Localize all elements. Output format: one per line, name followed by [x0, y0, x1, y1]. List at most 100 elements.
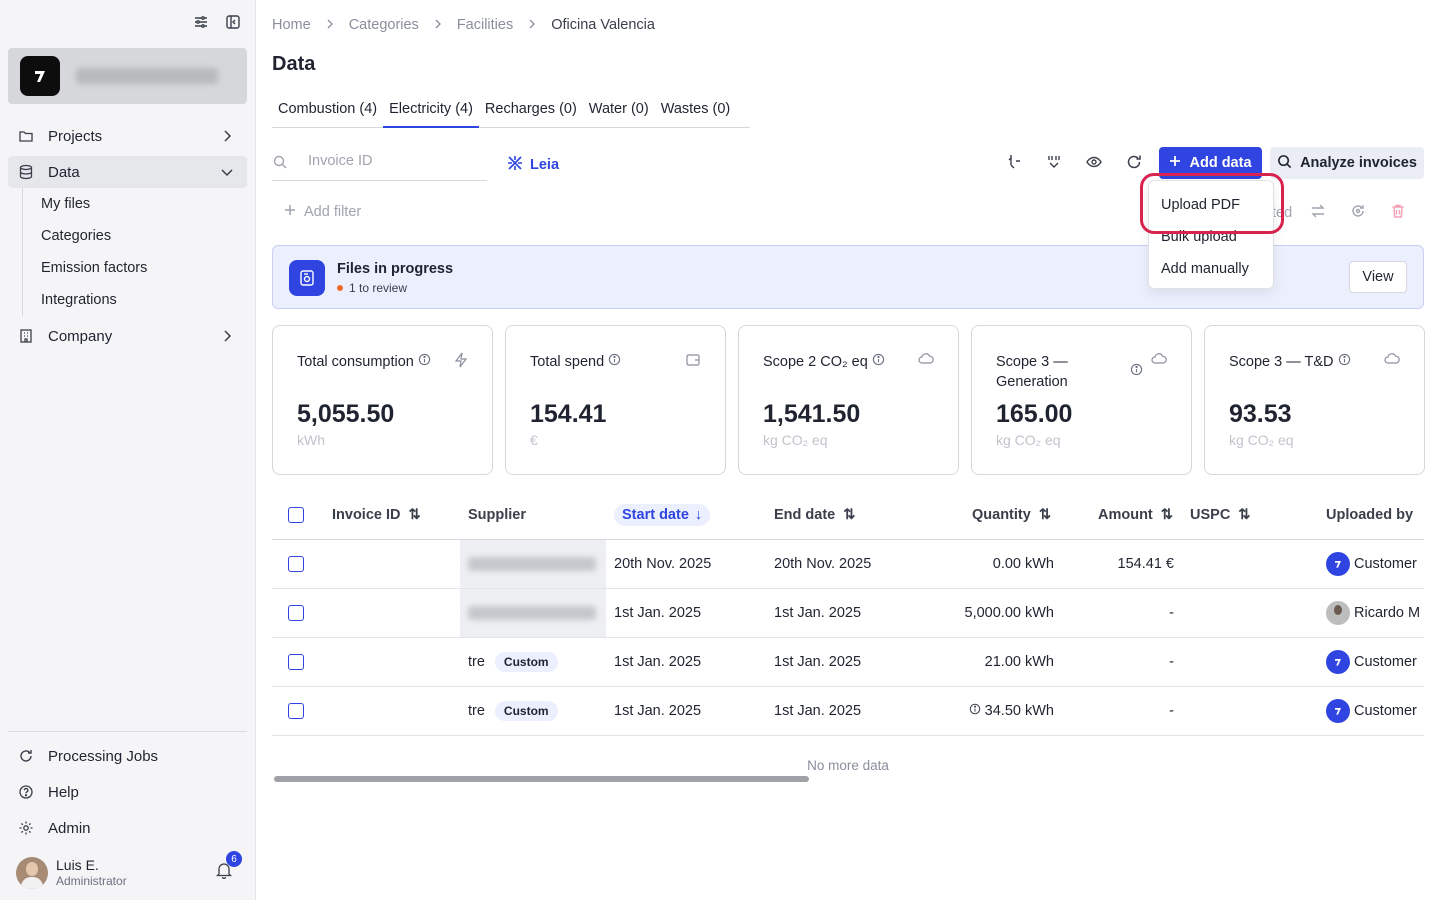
notifications-button[interactable]: [215, 861, 233, 882]
subnav-emission-factors[interactable]: Emission factors: [41, 260, 148, 276]
tab-wastes[interactable]: Wastes (0): [660, 101, 731, 117]
breadcrumb-home[interactable]: Home: [272, 17, 311, 33]
subnav-my-files[interactable]: My files: [41, 196, 91, 212]
info-icon[interactable]: [608, 353, 621, 370]
info-icon[interactable]: [1338, 353, 1351, 370]
info-icon[interactable]: [418, 353, 431, 370]
nav-company[interactable]: Company: [8, 320, 247, 352]
row-checkbox[interactable]: [288, 638, 304, 686]
sort-icon: ⇅: [1038, 506, 1051, 523]
tab-recharges[interactable]: Recharges (0): [484, 101, 577, 117]
nav-processing-label: Processing Jobs: [48, 747, 159, 765]
row-checkbox[interactable]: [288, 540, 304, 588]
header-end-date[interactable]: End date ⇅: [774, 506, 856, 523]
header-quantity[interactable]: Quantity ⇅: [972, 506, 1051, 523]
header-supplier[interactable]: Supplier: [468, 506, 527, 523]
uploader: Customer: [1326, 540, 1417, 588]
cloud-icon: [1384, 352, 1400, 369]
add-data-menu: Upload PDF Bulk upload Add manually: [1148, 180, 1274, 289]
refresh-icon[interactable]: [1126, 152, 1142, 172]
info-icon[interactable]: [969, 703, 981, 719]
sort-icon: ⇅: [843, 506, 856, 523]
eye-icon[interactable]: [1086, 152, 1102, 172]
card-value: 93.53: [1229, 400, 1292, 428]
refresh-icon: [18, 748, 34, 764]
breadcrumb-categories[interactable]: Categories: [348, 17, 419, 33]
subnav-integrations[interactable]: Integrations: [41, 292, 117, 308]
table-row[interactable]: 20th Nov. 2025 20th Nov. 2025 0.00 kWh 1…: [272, 540, 1424, 589]
sidebar-top-actions: [193, 14, 241, 30]
cloud-icon: [918, 352, 934, 369]
nav-projects[interactable]: Projects: [8, 120, 247, 152]
header-start-date[interactable]: Start date ↓: [614, 490, 711, 539]
amount: -: [1169, 654, 1174, 670]
leia-button[interactable]: Leia: [506, 154, 559, 176]
tab-water[interactable]: Water (0): [588, 101, 649, 117]
highlight-annotation: [1140, 173, 1284, 234]
avatar: [16, 857, 48, 889]
user-profile[interactable]: Luis E. Administrator 6: [16, 851, 246, 891]
user-name: Luis E.: [56, 857, 99, 873]
end-date: 1st Jan. 2025: [774, 703, 862, 719]
table-header: Invoice ID ⇅ Supplier Start date ↓ End dat…: [272, 490, 1424, 540]
nav-data[interactable]: Data: [8, 156, 247, 188]
info-icon[interactable]: [1130, 363, 1143, 379]
table-row[interactable]: tre Custom 1st Jan. 2025 1st Jan. 2025 34…: [272, 687, 1424, 736]
nav-processing-jobs[interactable]: Processing Jobs: [8, 740, 247, 772]
banner-title: Files in progress: [337, 261, 454, 277]
add-filter-label: Add filter: [304, 204, 362, 220]
view-button[interactable]: View: [1349, 261, 1407, 293]
header-invoice-id[interactable]: Invoice ID ⇅: [332, 506, 421, 523]
row-checkbox[interactable]: [288, 687, 304, 735]
breadcrumb-facilities[interactable]: Facilities: [456, 17, 514, 33]
cloud-icon: [1151, 352, 1167, 369]
app-logo-icon: [1326, 650, 1350, 674]
search-input[interactable]: [308, 153, 478, 169]
row-checkbox[interactable]: [288, 589, 304, 637]
quantity: 21.00 kWh: [984, 654, 1054, 670]
nav-data-label: Data: [48, 163, 80, 181]
card-unit: kg CO₂ eq: [1229, 432, 1294, 448]
gear-icon: [18, 820, 34, 836]
nav-help[interactable]: Help: [8, 776, 247, 808]
menu-upload-pdf[interactable]: Upload PDF: [1161, 197, 1240, 213]
start-date: 20th Nov. 2025: [614, 556, 712, 572]
card-title: Total consumption: [297, 352, 447, 372]
menu-add-manually[interactable]: Add manually: [1161, 261, 1249, 277]
add-data-label: Add data: [1189, 155, 1252, 171]
analyze-invoices-button[interactable]: Analyze invoices: [1270, 147, 1424, 179]
nav-admin[interactable]: Admin: [8, 812, 247, 844]
horizontal-scrollbar[interactable]: [274, 776, 809, 782]
sliders-icon[interactable]: [193, 14, 209, 30]
swap-icon[interactable]: [1310, 203, 1326, 222]
tab-electricity[interactable]: Electricity (4): [383, 96, 479, 128]
card-title: Total spend: [530, 352, 680, 372]
select-all-checkbox[interactable]: [288, 490, 304, 539]
info-icon[interactable]: [872, 353, 885, 370]
table-row[interactable]: tre Custom 1st Jan. 2025 1st Jan. 2025 21…: [272, 638, 1424, 687]
recalculate-icon[interactable]: [1350, 203, 1366, 222]
subnav-categories[interactable]: Categories: [41, 228, 112, 244]
add-filter-button[interactable]: Add filter: [284, 204, 361, 220]
collapse-sidebar-icon[interactable]: [225, 14, 241, 30]
uploader: Customer: [1326, 638, 1417, 686]
tab-combustion[interactable]: Combustion (4): [278, 101, 378, 117]
quantity: 0.00 kWh: [992, 556, 1054, 572]
trash-icon[interactable]: [1390, 203, 1406, 222]
card-unit: €: [530, 432, 538, 448]
header-uploaded-by[interactable]: Uploaded by: [1326, 506, 1414, 523]
header-amount[interactable]: Amount ⇅: [1098, 506, 1173, 523]
sidebar-divider: [8, 731, 247, 732]
sort-icon: ⇅: [408, 506, 421, 523]
header-uspc[interactable]: USPC ⇅: [1190, 506, 1251, 523]
chevron-down-icon: [219, 164, 235, 184]
table-row[interactable]: 1st Jan. 2025 1st Jan. 2025 5,000.00 kWh…: [272, 589, 1424, 638]
group-columns-icon[interactable]: [1046, 152, 1062, 172]
column-adjust-icon[interactable]: [1006, 152, 1022, 172]
breadcrumb: Home Categories Facilities Oficina Valen…: [272, 17, 655, 33]
custom-badge: Custom: [494, 701, 558, 721]
summary-cards: Total consumption 5,055.50 kWh Total spe…: [272, 325, 1425, 475]
plus-icon: [1169, 155, 1181, 171]
amount: -: [1169, 605, 1174, 621]
workspace-switcher[interactable]: [8, 48, 247, 104]
